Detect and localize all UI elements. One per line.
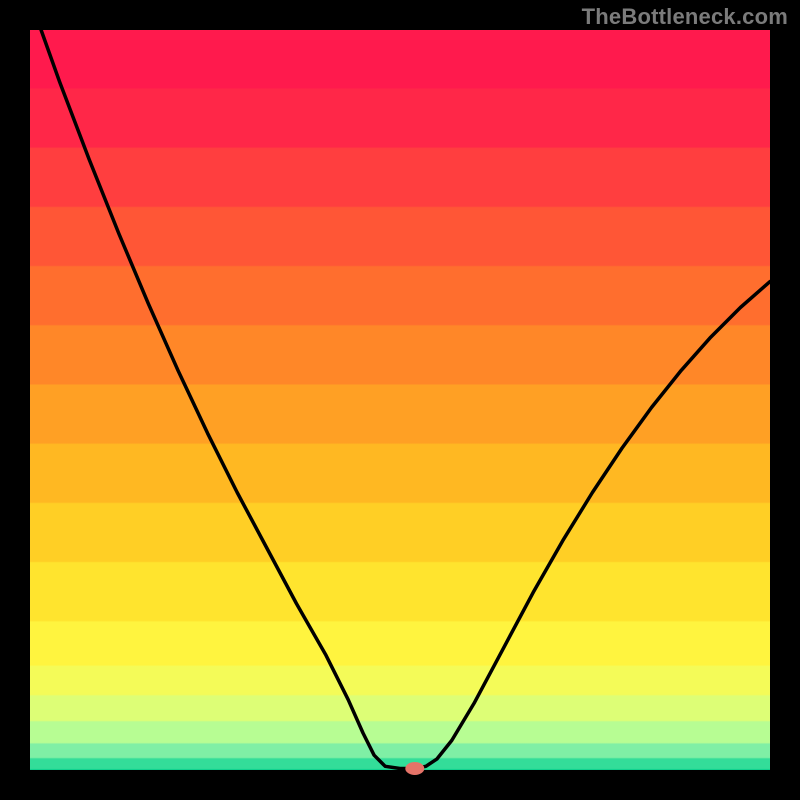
bottleneck-chart [0, 0, 800, 800]
optimal-marker [406, 763, 424, 775]
watermark-text: TheBottleneck.com [582, 4, 788, 30]
chart-container: TheBottleneck.com [0, 0, 800, 800]
